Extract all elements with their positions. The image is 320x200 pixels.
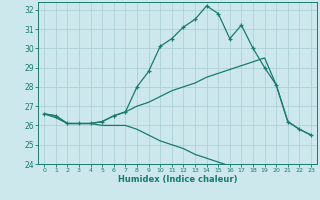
X-axis label: Humidex (Indice chaleur): Humidex (Indice chaleur) (118, 175, 237, 184)
